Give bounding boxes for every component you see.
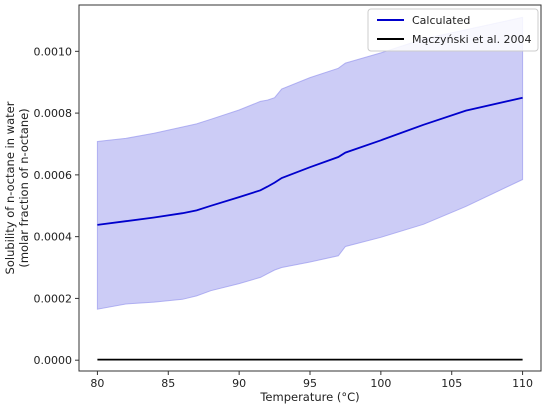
series-line-0 [97, 96, 523, 226]
series-layer [97, 96, 523, 361]
x-tick-label: 80 [90, 377, 104, 390]
y-tick-label: 0.0006 [34, 169, 73, 182]
x-tick-label: 110 [512, 377, 533, 390]
x-tick-label: 85 [161, 377, 175, 390]
uncertainty-band [96, 16, 524, 310]
x-axis: 80 85 90 95 100 105 110 [90, 371, 533, 390]
y-tick-label: 0.0004 [34, 231, 73, 244]
x-tick-label: 105 [441, 377, 462, 390]
y-axis-label-line-2: (molar fraction of n-octane) [17, 108, 31, 267]
x-tick-label: 95 [303, 377, 317, 390]
x-axis-label: Temperature (°C) [259, 390, 359, 404]
y-axis-label-line-1: Solubility of n-octane in water [3, 101, 17, 274]
x-tick-label: 100 [370, 377, 391, 390]
confidence-band-layer [96, 16, 524, 310]
y-tick-label: 0.0010 [34, 45, 73, 58]
legend-label-maczynski: Mączyński et al. 2004 [412, 33, 532, 46]
y-axis: 0.0000 0.0002 0.0004 0.0006 0.0008 0.0010 [34, 45, 79, 367]
x-tick-label: 90 [232, 377, 246, 390]
legend-label-calculated: Calculated [412, 14, 470, 27]
legend-box [367, 8, 539, 52]
y-tick-label: 0.0008 [34, 107, 73, 120]
y-tick-label: 0.0002 [34, 292, 73, 305]
y-tick-label: 0.0000 [34, 354, 73, 367]
legend: Calculated Mączyński et al. 2004 [367, 8, 539, 52]
